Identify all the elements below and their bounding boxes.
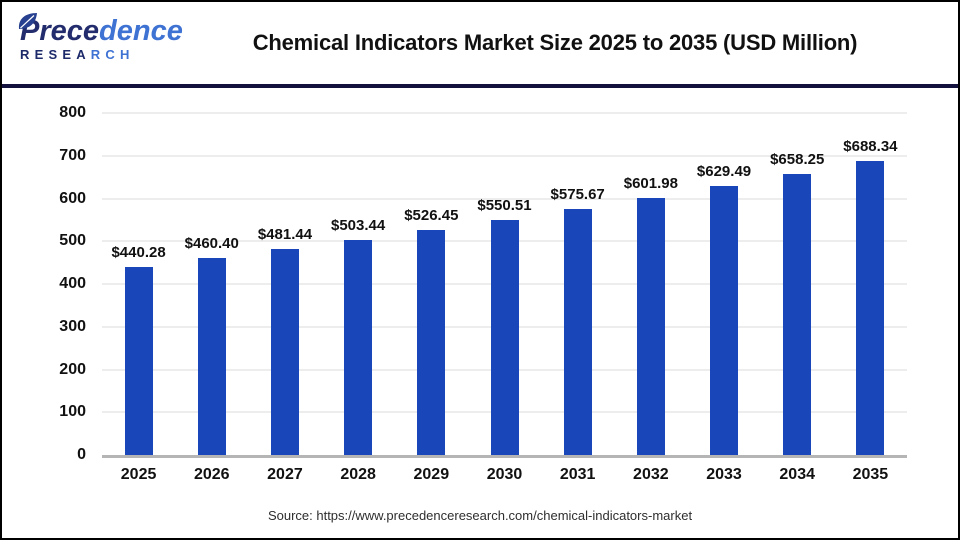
logo-wordmark: Precedence [18, 13, 183, 47]
bar-2035 [856, 160, 885, 455]
y-tick-label-600: 600 [59, 189, 86, 207]
header-divider [2, 84, 958, 88]
x-tick-label-2030: 2030 [486, 466, 523, 483]
x-tick-label-2034: 2034 [779, 466, 815, 483]
logo-subtitle-part1: RESEA [20, 47, 91, 62]
y-tick-label-100: 100 [59, 403, 86, 421]
y-tick-label-400: 400 [59, 275, 86, 292]
bar-2032 [636, 197, 665, 455]
logo-text-part2: dence [99, 15, 183, 47]
x-tick-label-2025: 2025 [120, 466, 157, 483]
x-tick-label-2031: 2031 [559, 466, 596, 483]
bar-2034 [783, 173, 812, 455]
plot-area: $440.28 $460.40 $481.44 $503.44 $526.45 $550.… [102, 112, 907, 458]
bar-2027 [270, 249, 299, 455]
bar-value-label-2029: $526.45 [404, 206, 459, 224]
bar-2025 [124, 266, 153, 455]
x-tick-label-2035: 2035 [852, 466, 889, 483]
bar-value-label-2032: $601.98 [623, 174, 678, 192]
bar-value-label-2025: $440.28 [111, 243, 166, 261]
x-tick-label-2027: 2027 [267, 466, 303, 483]
bar-2029 [417, 229, 446, 455]
gridline-700 [102, 154, 907, 157]
header: Precedence RESEARCH Chemical Indicators … [2, 2, 958, 84]
gridline-600 [102, 197, 907, 200]
bar-value-label-2027: $481.44 [257, 226, 313, 244]
x-axis-labels: 2025 2026 2027 2028 2029 2030 2031 2032 2033 2034… [102, 465, 907, 487]
bar-value-label-2035: $688.34 [843, 137, 898, 155]
bar-value-label-2031: $575.67 [550, 185, 605, 203]
bar-value-label-2034: $658.25 [770, 150, 825, 168]
y-tick-label-500: 500 [59, 232, 86, 250]
bar-value-label-2026: $460.40 [184, 235, 239, 253]
leaf-icon [17, 7, 39, 39]
logo-subtitle-part2: RCH [90, 47, 135, 62]
x-tick-label-2026: 2026 [193, 466, 230, 483]
y-tick-label-800: 800 [59, 104, 86, 121]
gridline-800 [102, 112, 907, 114]
x-tick-label-2033: 2033 [706, 466, 742, 483]
bar-2030 [490, 219, 519, 455]
bar-2026 [197, 258, 226, 455]
x-tick-label-2032: 2032 [633, 466, 669, 483]
x-tick-label-2028: 2028 [340, 466, 376, 483]
y-tick-label-200: 200 [59, 360, 86, 378]
y-tick-label-0: 0 [77, 446, 86, 463]
bar-value-label-2028: $503.44 [331, 216, 386, 234]
bar-2033 [710, 185, 739, 455]
x-tick-label-2029: 2029 [413, 466, 450, 483]
y-tick-label-300: 300 [59, 317, 86, 335]
bar-2028 [344, 239, 373, 455]
bar-2031 [563, 208, 592, 455]
source-text: Source: https://www.precedenceresearch.c… [267, 508, 693, 523]
y-tick-label-700: 700 [59, 146, 86, 164]
logo-subtitle: RESEARCH [20, 47, 180, 62]
bar-value-label-2033: $629.49 [696, 162, 752, 180]
precedence-research-logo: Precedence RESEARCH [18, 13, 183, 62]
y-axis-labels: 0 100 200 300 400 500 600 700 800 [26, 104, 86, 463]
chart-title: Chemical Indicators Market Size 2025 to … [252, 30, 858, 55]
bar-value-label-2030: $550.51 [477, 196, 532, 214]
